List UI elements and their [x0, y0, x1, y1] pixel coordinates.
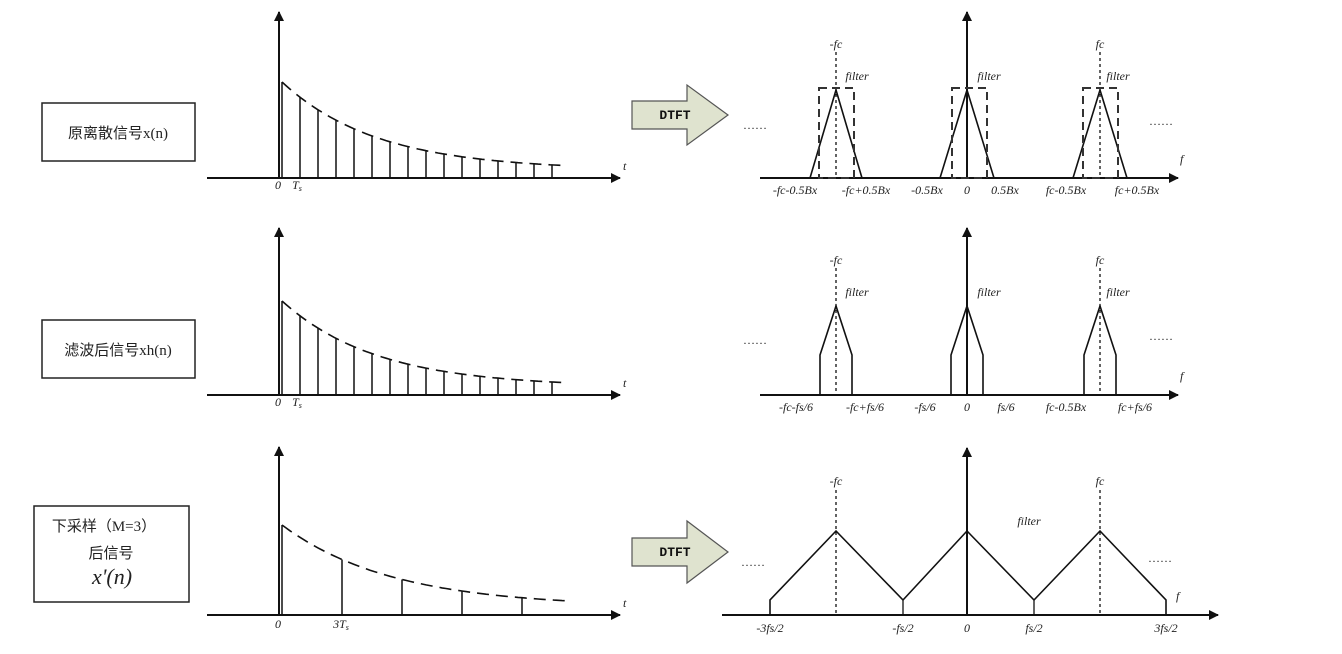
frequency-ticks: -fc-fs/6 -fc+fs/6 -fs/6 0 fs/6 fc-0.5Bx … — [779, 400, 1152, 414]
ellipsis-left: …… — [743, 333, 767, 347]
tick-label: 0 — [964, 183, 970, 197]
filter-label: filter — [1106, 69, 1130, 83]
dtft-label: DTFT — [659, 545, 690, 560]
dtft-arrow: DTFT — [631, 83, 730, 147]
tick-label: fc-0.5Bx — [1046, 400, 1087, 414]
tick-label: -0.5Bx — [911, 183, 943, 197]
center-lines — [835, 52, 1101, 178]
envelope-curve — [281, 300, 563, 384]
tick-label: -fc+0.5Bx — [842, 183, 891, 197]
ellipsis-left: …… — [743, 118, 767, 132]
carrier-label: fc — [1096, 253, 1105, 267]
filter-windows — [818, 87, 1119, 179]
time-axis-label: t — [623, 376, 627, 390]
signal-label-line-3: x'(n) — [91, 564, 132, 589]
envelope-curve — [281, 81, 563, 167]
row-1: 原离散信号x(n) 0 Ts t DTFT -fc — [41, 11, 1185, 197]
row-3: 下采样（M=3） 后信号 x'(n) 0 3Ts t DTFT -fc fc f… — [33, 446, 1219, 635]
tick-label: 0.5Bx — [991, 183, 1019, 197]
envelope-curve — [281, 524, 567, 602]
tick-label: -fs/2 — [892, 621, 913, 635]
ellipsis-left: …… — [741, 555, 765, 569]
tick-label: -fc+fs/6 — [846, 400, 884, 414]
origin-label: 0 — [275, 617, 281, 631]
tick-label: fc+0.5Bx — [1115, 183, 1160, 197]
neg-carrier-label: -fc — [830, 253, 843, 267]
neg-carrier-label: -fc — [830, 37, 843, 51]
tick-label: 3fs/2 — [1153, 621, 1177, 635]
ellipsis-right: …… — [1149, 329, 1173, 343]
sample-stems — [281, 300, 563, 395]
band-edge-lines — [902, 600, 1035, 615]
tick-label: fc+fs/6 — [1118, 400, 1152, 414]
aliased-spectrum — [769, 529, 1167, 615]
signal-label-box — [41, 319, 196, 379]
center-lines — [835, 490, 1101, 615]
filter-label: filter — [845, 69, 869, 83]
tick-label: fc-0.5Bx — [1046, 183, 1087, 197]
sample-stems — [281, 524, 567, 615]
signal-label-box — [33, 505, 190, 603]
signal-label-box — [41, 102, 196, 162]
tick-label: 0 — [964, 400, 970, 414]
row-2: 滤波后信号xh(n) 0 Ts t -fc fc filter filter f… — [41, 227, 1185, 414]
neg-carrier-label: -fc — [830, 474, 843, 488]
tick-label: -fc-0.5Bx — [773, 183, 818, 197]
signal-label-line-1: 下采样（M=3） — [52, 518, 156, 535]
ellipsis-right: …… — [1149, 114, 1173, 128]
carrier-label: fc — [1096, 37, 1105, 51]
filter-label: filter — [977, 69, 1001, 83]
filter-label: filter — [1106, 285, 1130, 299]
tick-label: fs/6 — [997, 400, 1014, 414]
dtft-arrow: DTFT — [631, 519, 729, 585]
tick-label: -fs/6 — [914, 400, 935, 414]
frequency-axis-label: f — [1180, 152, 1185, 166]
frequency-axis-label: f — [1176, 589, 1181, 603]
tick-label: 0 — [964, 621, 970, 635]
origin-label: 0 — [275, 395, 281, 409]
filter-label: filter — [1017, 514, 1041, 528]
signal-label: 原离散信号x(n) — [68, 125, 168, 142]
frequency-ticks: -3fs/2 -fs/2 0 fs/2 3fs/2 — [756, 621, 1177, 635]
tick-label: fs/2 — [1025, 621, 1042, 635]
dtft-label: DTFT — [659, 108, 690, 123]
tick-label: -fc-fs/6 — [779, 400, 813, 414]
tick-label: -3fs/2 — [756, 621, 783, 635]
period-label: Ts — [292, 178, 302, 193]
period-label: 3Ts — [332, 617, 349, 632]
spectrum-peaks — [809, 87, 1128, 179]
signal-label-line-2: 后信号 — [88, 545, 133, 562]
ellipsis-right: …… — [1148, 551, 1172, 565]
frequency-ticks: -fc-0.5Bx -fc+0.5Bx -0.5Bx 0 0.5Bx fc-0.… — [773, 183, 1160, 197]
signal-label: 滤波后信号xh(n) — [64, 342, 172, 359]
sample-stems — [281, 81, 563, 178]
frequency-axis-label: f — [1180, 369, 1185, 383]
origin-label: 0 — [275, 178, 281, 192]
period-label: Ts — [292, 395, 302, 410]
carrier-label: fc — [1096, 474, 1105, 488]
time-axis-label: t — [623, 596, 627, 610]
filter-label: filter — [845, 285, 869, 299]
filter-label: filter — [977, 285, 1001, 299]
time-axis-label: t — [623, 159, 627, 173]
